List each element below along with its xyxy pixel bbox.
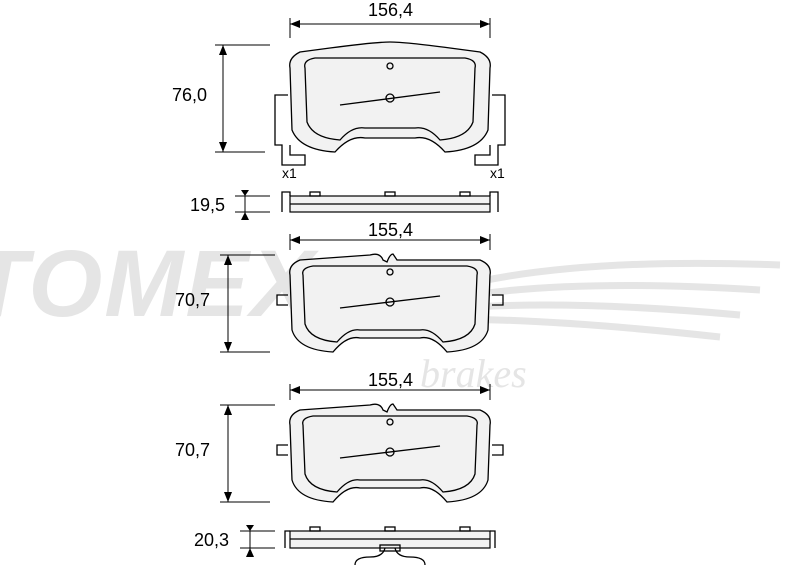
- label-pad2-height: 70,7: [175, 290, 210, 311]
- pad1-drawing: [270, 40, 510, 180]
- dim-pad3-thick: [235, 525, 280, 563]
- pad3-drawing: [275, 400, 505, 520]
- label-pad1-height: 76,0: [172, 85, 207, 106]
- label-pad1-thick: 19,5: [190, 195, 225, 216]
- label-pad3-width: 155,4: [368, 370, 413, 391]
- qty-left: x1: [282, 165, 297, 181]
- dim-pad1-height: [205, 40, 275, 165]
- label-pad3-thick: 20,3: [194, 530, 229, 551]
- dim-pad1-thick: [230, 190, 275, 225]
- dim-pad2-height: [210, 252, 280, 362]
- label-pad2-width: 155,4: [368, 220, 413, 241]
- pad2-drawing: [275, 250, 505, 370]
- label-pad1-width: 156,4: [368, 0, 413, 21]
- dim-pad3-height: [210, 402, 280, 512]
- qty-right: x1: [490, 165, 505, 181]
- pad3-profile: [275, 525, 505, 570]
- label-pad3-height: 70,7: [175, 440, 210, 461]
